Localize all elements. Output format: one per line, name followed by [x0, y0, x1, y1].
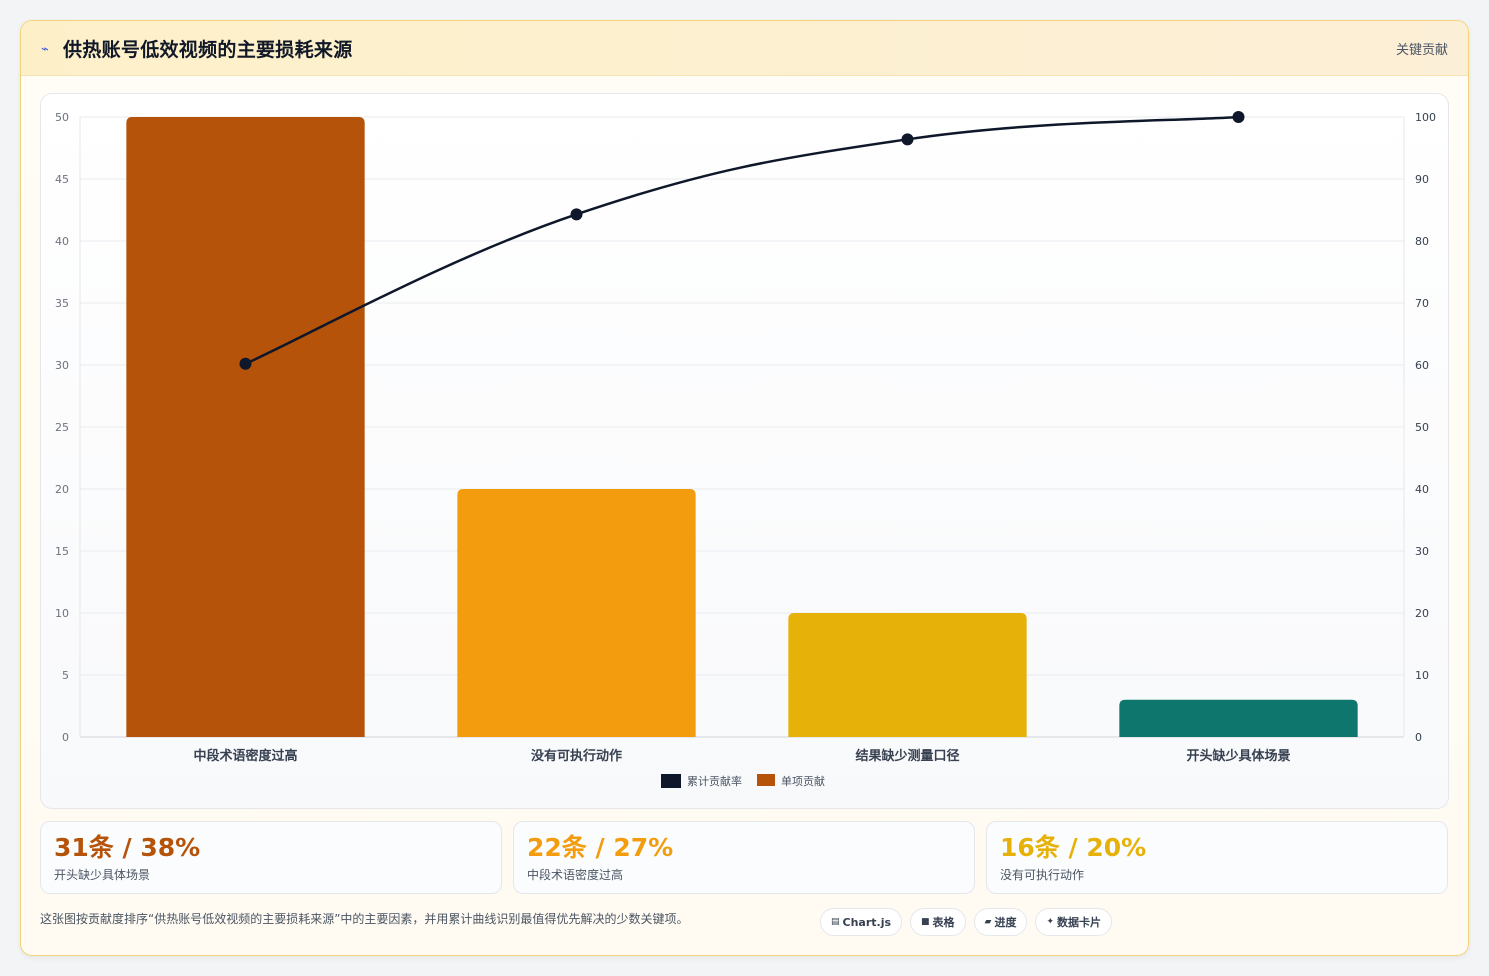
stat-value: 31条 / 38% [54, 833, 201, 862]
chip-label: Chart.js [842, 915, 892, 929]
title-wrap: ⌁ 供热账号低效视频的主要损耗来源 [41, 35, 353, 62]
cumulative-point-3 [901, 133, 914, 146]
y-left-tick-label: 0 [62, 731, 69, 744]
legend-label: 累计贡献率 [687, 774, 742, 788]
stat-card-2: 22条 / 27% 中段术语密度过高 [513, 821, 975, 894]
y-left-tick-label: 35 [55, 297, 69, 310]
chart-panel: 0 5 10 15 20 25 30 35 40 45 50 0 10 20 30 40 50 60 70 80 90 1… [40, 93, 1449, 809]
x-tick-label: 中段术语密度过高 [193, 748, 297, 764]
x-tick-label: 没有可执行动作 [531, 748, 622, 764]
cumulative-point-2 [570, 208, 583, 221]
stat-card-3: 16条 / 20% 没有可执行动作 [986, 821, 1448, 894]
cumulative-line [244, 115, 1239, 365]
page-title: 供热账号低效视频的主要损耗来源 [63, 38, 353, 61]
bar-3 [788, 613, 1027, 737]
y-right-tick-label: 100 [1415, 111, 1436, 124]
y-left-tick-label: 50 [55, 111, 69, 124]
y-left-tick-label: 5 [62, 669, 69, 682]
chip-list: ▤ Chart.js ■ 表格 ▰ 进度 ✦ 数据卡片 [820, 908, 1113, 936]
stats-row: 31条 / 38% 开头缺少具体场景 22条 / 27% 中段术语密度过高 16… [40, 821, 1449, 894]
y-left-tick-label: 15 [55, 545, 69, 558]
stat-card-1: 31条 / 38% 开头缺少具体场景 [40, 821, 502, 894]
y-right-tick-label: 20 [1415, 607, 1429, 620]
stat-label: 没有可执行动作 [1000, 868, 1085, 882]
y-right-tick-label: 60 [1415, 359, 1429, 372]
cumulative-point-4 [1232, 111, 1245, 123]
y-right-tick-label: 90 [1415, 173, 1429, 186]
header-tag: 关键贡献 [1395, 42, 1448, 58]
y-right-tick-label: 10 [1415, 669, 1429, 682]
y-left-tick-label: 45 [55, 173, 69, 186]
y-right-tick-label: 40 [1415, 483, 1429, 496]
y-left-tick-label: 25 [55, 421, 69, 434]
bar-2 [457, 489, 696, 737]
y-right-tick-label: 30 [1415, 545, 1429, 558]
stat-value: 22条 / 27% [527, 833, 674, 862]
y-right-tick-label: 50 [1415, 421, 1429, 434]
x-tick-label: 开头缺少具体场景 [1186, 748, 1290, 764]
bar-1 [126, 117, 365, 737]
y-right-tick-label: 80 [1415, 235, 1429, 248]
stat-label: 中段术语密度过高 [527, 868, 624, 882]
chart-card: ⌁ 供热账号低效视频的主要损耗来源 关键贡献 0 5 10 15 20 25 30 35 40 4… [20, 20, 1469, 956]
chip-label: 表格 [932, 916, 955, 929]
sparkle-icon: ✦ [1046, 917, 1055, 927]
card-header: ⌁ 供热账号低效视频的主要损耗来源 关键贡献 [21, 21, 1468, 76]
legend-label: 单项贡献 [781, 774, 825, 788]
x-tick-label: 结果缺少测量口径 [855, 748, 959, 764]
chip-chartjs[interactable]: ▤ Chart.js [820, 908, 903, 936]
chip-datacard[interactable]: ✦ 数据卡片 [1035, 908, 1113, 936]
legend-swatch [661, 774, 681, 788]
y-left-tick-label: 10 [55, 607, 69, 620]
legend-swatch [757, 774, 775, 786]
y-left-tick-label: 30 [55, 359, 69, 372]
y-right-tick-label: 70 [1415, 297, 1429, 310]
table-icon: ■ [921, 917, 930, 927]
progress-icon: ▰ [984, 917, 992, 927]
chart-icon: ▤ [831, 917, 840, 927]
y-left-tick-label: 20 [55, 483, 69, 496]
y-right-tick-label: 0 [1415, 731, 1422, 744]
chip-label: 数据卡片 [1057, 916, 1102, 929]
stat-label: 开头缺少具体场景 [54, 868, 151, 882]
bar-4 [1119, 699, 1358, 737]
chip-label: 进度 [994, 916, 1017, 929]
y-left-tick-label: 40 [55, 235, 69, 248]
stat-value: 16条 / 20% [1000, 833, 1147, 862]
footer-note: 这张图按贡献度排序“供热账号低效视频的主要损耗来源”中的主要因素，并用累计曲线识… [40, 912, 689, 926]
cumulative-point-1 [239, 357, 252, 370]
chip-progress[interactable]: ▰ 进度 [973, 908, 1028, 936]
lightning-icon: ⌁ [41, 41, 49, 57]
chip-table[interactable]: ■ 表格 [910, 908, 966, 936]
pareto-chart: 0 5 10 15 20 25 30 35 40 45 50 0 10 20 30 40 50 60 70 80 90 1… [55, 111, 1436, 788]
